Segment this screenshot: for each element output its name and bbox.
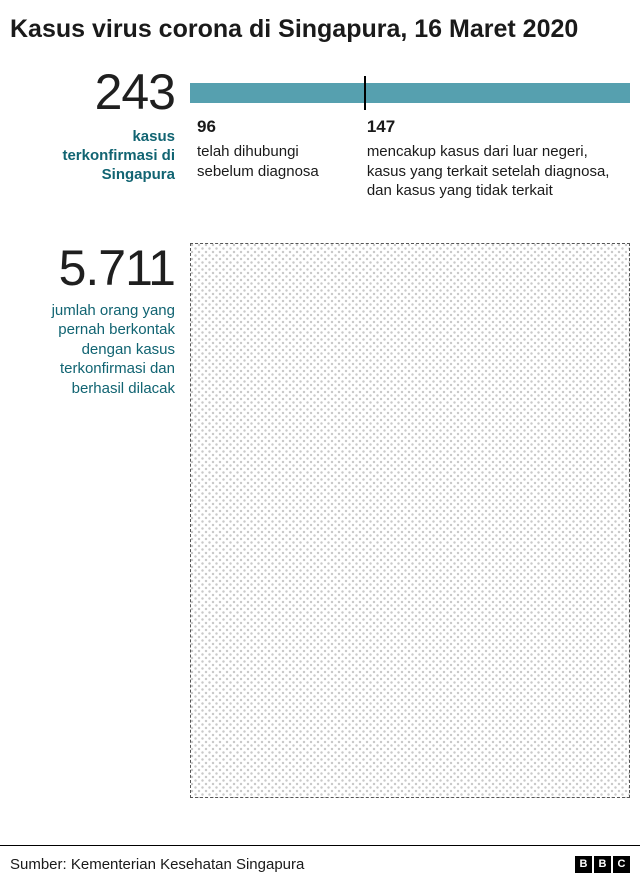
bbc-logo-letter: B (594, 856, 611, 873)
bar-chart-area: 96 telah dihubungi sebelum diagnosa 147 … (190, 67, 630, 201)
contacts-label: jumlah orang yang pernah berkontak denga… (51, 301, 175, 397)
bbc-logo: B B C (575, 856, 630, 873)
segment1-legend: 96 telah dihubungi sebelum diagnosa (190, 117, 364, 181)
contacts-traced-section: 5.711 jumlah orang yang pernah berkontak… (0, 242, 640, 798)
confirmed-cases-section: 243 kasus terkonfirmasi di Singapura 96 … (0, 67, 640, 201)
bbc-logo-letter: B (575, 856, 592, 873)
contacts-visual-area (190, 242, 630, 798)
segment2-description: mencakup kasus dari luar negeri, kasus y… (366, 143, 610, 199)
segment2-legend: 147 mencakup kasus dari luar negeri, kas… (364, 117, 630, 201)
footer: Sumber: Kementerian Kesehatan Singapura … (0, 845, 640, 883)
confirmed-label: kasus terkonfirmasi di Singapura (62, 128, 175, 184)
page-title: Kasus virus corona di Singapura, 16 Mare… (10, 15, 579, 43)
segment2-value: 147 (366, 117, 396, 136)
total-cases-bar (190, 83, 630, 103)
confirmed-count: 243 (94, 64, 176, 120)
contacts-dot-area (190, 242, 630, 798)
bar-legend: 96 telah dihubungi sebelum diagnosa 147 … (190, 117, 630, 201)
contacts-count: 5.711 (58, 239, 176, 296)
segment1-description: telah dihubungi sebelum diagnosa (197, 143, 319, 180)
segment1-value: 96 (197, 117, 216, 136)
bar-chart (190, 76, 630, 110)
bbc-logo-letter: C (613, 856, 630, 873)
bar-divider-tick (363, 76, 366, 110)
confirmed-cases-summary: 243 kasus terkonfirmasi di Singapura (0, 67, 190, 201)
contacts-summary: 5.711 jumlah orang yang pernah berkontak… (0, 243, 190, 798)
source-text: Sumber: Kementerian Kesehatan Singapura (10, 856, 305, 873)
